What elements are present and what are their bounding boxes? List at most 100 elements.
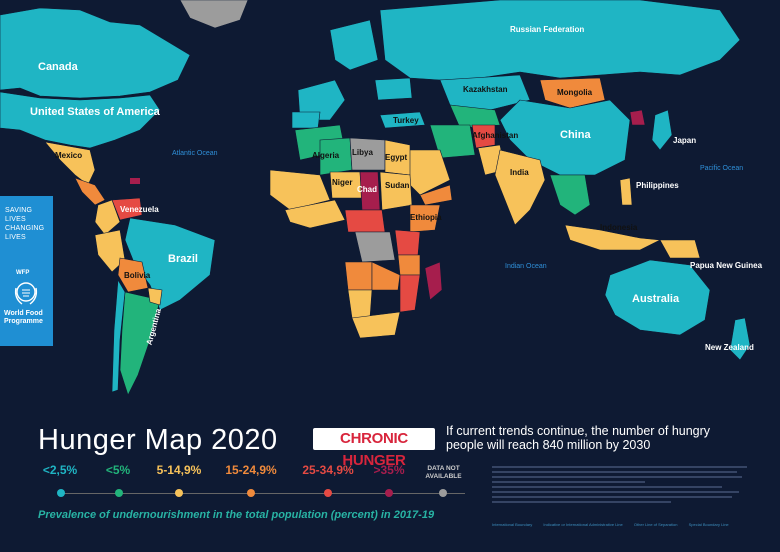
label-ethiopia: Ethiopia: [410, 213, 442, 222]
label-sudan: Sudan: [385, 181, 410, 190]
central-america-shape: [74, 177, 106, 206]
boundary-item: Special Boundary Line: [688, 522, 729, 527]
ocean-label-atlantic: Atlantic Ocean: [172, 150, 218, 157]
label-china: China: [560, 129, 591, 141]
india-shape: [494, 149, 546, 226]
spain-shape: [291, 111, 321, 129]
label-japan: Japan: [673, 136, 696, 145]
china-shape: [499, 99, 631, 176]
label-papua: Papua New Guinea: [690, 261, 763, 270]
legend-item-label: 15-24,9%: [225, 463, 277, 477]
south-africa-shape: [351, 311, 401, 339]
wfp-tagline-line: LIVES: [5, 216, 26, 223]
legend-item-label: 25-34,9%: [302, 463, 354, 477]
label-russia: Russian Federation: [510, 25, 584, 34]
label-philippines: Philippines: [636, 181, 679, 190]
chile-shape: [111, 279, 126, 393]
yemen-shape: [419, 184, 453, 206]
bolivia-shape: [117, 257, 149, 293]
scandinavia-shape: [329, 19, 379, 71]
legend-item-label: 5-14,9%: [156, 463, 202, 477]
afghanistan-shape: [471, 124, 496, 149]
legend-dot: [57, 489, 65, 497]
legend-item-label: >35%: [373, 463, 405, 477]
legend-caption: Prevalence of undernourishment in the to…: [38, 509, 435, 521]
headline-text: If current trends continue, the number o…: [446, 424, 711, 452]
chronic-hunger-badge: CHRONIC HUNGER: [313, 428, 435, 469]
wfp-tagline: SAVING LIVES CHANGING LIVES: [5, 206, 44, 242]
colombia-shape: [94, 199, 121, 236]
label-mongolia: Mongolia: [557, 88, 593, 97]
legend-item-label: DATA NOT AVAILABLE: [425, 465, 462, 480]
peru-shape: [94, 229, 126, 273]
legend-dot: [175, 489, 183, 497]
madagascar-shape: [424, 261, 443, 301]
legend-dot: [115, 489, 123, 497]
label-chad: Chad: [357, 185, 377, 194]
wfp-name-line: Programme: [4, 318, 43, 325]
zambia-shape: [371, 261, 401, 291]
label-canada: Canada: [38, 61, 79, 73]
canada-shape: [0, 7, 191, 99]
russia-shape: [379, 0, 741, 81]
iran-shape: [429, 124, 476, 159]
label-mexico: Mexico: [55, 151, 82, 160]
wfp-panel: SAVING LIVES CHANGING LIVES WFP World Fo…: [0, 196, 53, 346]
label-australia: Australia: [632, 293, 680, 305]
sudan-shape: [379, 171, 413, 211]
wfp-tagline-line: LIVES: [5, 234, 26, 241]
mongolia-shape: [539, 77, 606, 109]
wfp-name: World Food Programme: [4, 310, 43, 326]
wfp-tagline-line: SAVING: [5, 207, 33, 214]
indonesia-shape: [564, 224, 662, 251]
label-usa: United States of America: [30, 106, 161, 118]
legend-dot: [439, 489, 447, 497]
venezuela-shape: [111, 197, 143, 221]
boundary-item: International Boundary: [492, 522, 533, 527]
footnotes-block: [492, 466, 747, 526]
paraguay-shape: [147, 287, 163, 306]
mozambique-shape: [399, 274, 421, 313]
legend-dot: [324, 489, 332, 497]
turkey-shape: [379, 111, 426, 129]
angola-shape: [344, 261, 373, 291]
kazakhstan-shape: [439, 74, 531, 111]
label-brazil: Brazil: [168, 253, 198, 265]
label-new-zealand: New Zealand: [705, 343, 754, 352]
world-map: Atlantic Ocean Pacific Ocean Indian Ocea…: [0, 0, 763, 396]
label-algeria: Algeria: [312, 151, 340, 160]
boundary-item: Other Line of Separation: [633, 522, 678, 527]
wfp-abbr: WFP: [16, 270, 30, 276]
label-niger: Niger: [332, 178, 352, 187]
legend-dot: [385, 489, 393, 497]
namibia-shape: [347, 289, 373, 319]
wfp-name-line: World Food: [4, 310, 43, 317]
label-venezuela: Venezuela: [120, 205, 159, 214]
australia-shape: [604, 259, 711, 336]
legend-line: [60, 493, 465, 494]
label-afghanistan: Afghanistan: [472, 131, 518, 140]
kenya-shape: [394, 229, 421, 256]
label-turkey: Turkey: [393, 116, 419, 125]
haiti-shape: [130, 178, 140, 184]
new-zealand-shape: [729, 317, 751, 361]
legend-item-label: <5%: [105, 463, 131, 477]
argentina-shape: [119, 291, 161, 396]
papua-shape: [659, 239, 701, 259]
ukraine-shape: [374, 77, 413, 101]
gulf-guinea-shape: [284, 199, 346, 229]
wfp-tagline-line: CHANGING: [5, 225, 45, 232]
wfp-wreath-icon: [14, 282, 38, 305]
central-africa-shape: [344, 209, 386, 233]
ocean-label-indian: Indian Ocean: [505, 263, 547, 270]
label-bolivia: Bolivia: [124, 271, 151, 280]
drc-shape: [354, 231, 396, 263]
ocean-label-pacific: Pacific Ocean: [700, 165, 743, 172]
brazil-shape: [124, 217, 216, 311]
philippines-shape: [619, 177, 633, 206]
label-india: India: [510, 168, 529, 177]
boundary-item: Indicative or International Administrati…: [543, 522, 623, 527]
label-indonesia: Indonesia: [600, 223, 638, 232]
ethiopia-shape: [409, 204, 441, 233]
north-korea-shape: [629, 109, 646, 126]
